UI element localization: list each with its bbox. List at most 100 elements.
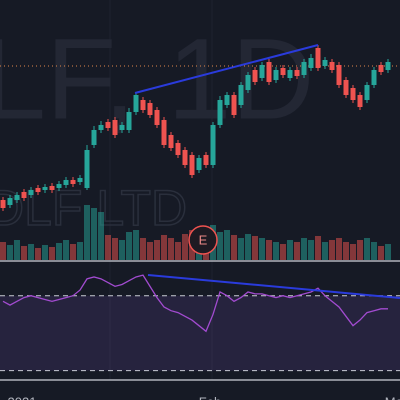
volume-bar [21, 246, 27, 260]
candle-body [175, 143, 181, 155]
volume-bar [77, 242, 83, 260]
candle-body [266, 62, 272, 82]
candle-body [308, 58, 314, 68]
volume-bar [182, 234, 188, 260]
volume-bar [385, 244, 391, 260]
volume-bar [119, 240, 125, 260]
earnings-label: E [199, 232, 208, 247]
volume-bar [154, 240, 160, 260]
candle-body [245, 75, 251, 90]
volume-bar [364, 238, 370, 260]
candle-body [196, 158, 202, 170]
volume-bar [133, 230, 139, 260]
candle-body [14, 195, 20, 200]
volume-bar [287, 240, 293, 260]
candle-body [357, 95, 363, 107]
volume-bar [322, 242, 328, 260]
candle-body [91, 130, 97, 145]
volume-bar [42, 245, 48, 260]
candle-body [322, 60, 328, 66]
candle-body [280, 68, 286, 75]
volume-bar [70, 244, 76, 260]
volume-bar [280, 244, 286, 260]
candle-body [224, 95, 230, 105]
candle-body [147, 103, 153, 115]
candle-body [203, 155, 209, 165]
x-tick-label: Feb [199, 394, 221, 400]
candle-body [133, 95, 139, 112]
volume-bar [357, 240, 363, 260]
candle-body [329, 62, 335, 70]
rsi-trend-line [147, 274, 400, 299]
volume-bar [217, 232, 223, 260]
rsi-line [2, 274, 388, 333]
volume-bar [56, 243, 62, 260]
volume-bar [161, 235, 167, 260]
candle-body [378, 65, 384, 72]
candle-body [119, 125, 125, 130]
volume-bar [175, 242, 181, 260]
candle-body [189, 155, 195, 175]
candle-body [231, 95, 237, 115]
candle-body [154, 110, 160, 125]
candle-body [77, 178, 83, 182]
volume-bar [49, 247, 55, 260]
candle-body [161, 120, 167, 145]
candle-body [385, 62, 391, 70]
volume-bar [105, 235, 111, 260]
candle-body [28, 190, 34, 195]
volume-bar [140, 238, 146, 260]
volume-bar [273, 242, 279, 260]
candle-body [168, 135, 174, 148]
volume-bar [98, 212, 104, 260]
candle-body [42, 187, 48, 190]
candle-body [84, 150, 90, 188]
volume-bar [308, 240, 314, 260]
volume-bar [28, 244, 34, 260]
candle-body [105, 122, 111, 128]
volume-bar [0, 242, 6, 260]
volume-bar [343, 242, 349, 260]
volume-bar [301, 238, 307, 260]
candle-layer [0, 45, 400, 211]
volume-bar [294, 242, 300, 260]
candle-body [140, 100, 146, 110]
candle-body [21, 192, 27, 198]
volume-bar [252, 236, 258, 260]
candle-body [217, 100, 223, 125]
candle-body [210, 125, 216, 165]
volume-bar [371, 242, 377, 260]
candle-body [343, 80, 349, 95]
candle-body [49, 186, 55, 190]
candle-body [182, 150, 188, 165]
candle-body [252, 70, 258, 82]
volume-bar [245, 234, 251, 260]
volume-bar [350, 244, 356, 260]
candle-body [238, 85, 244, 105]
volume-layer [0, 205, 391, 260]
earnings-badge[interactable] [188, 225, 218, 255]
volume-bar [7, 245, 13, 260]
trend-line [134, 44, 319, 94]
volume-bar [231, 235, 237, 260]
candle-body [364, 85, 370, 100]
candle-body [70, 180, 76, 184]
candle-body [287, 70, 293, 78]
x-tick-label: Mar [385, 394, 400, 400]
volume-bar [266, 240, 272, 260]
volume-bar [14, 240, 20, 260]
volume-bar [259, 238, 265, 260]
volume-bar [238, 238, 244, 260]
candle-body [273, 70, 279, 80]
volume-bar [336, 238, 342, 260]
volume-bar [35, 248, 41, 260]
volume-bar [63, 240, 69, 260]
candle-body [0, 200, 6, 208]
candle-body [259, 65, 265, 78]
volume-bar [126, 232, 132, 260]
candle-body [56, 184, 62, 188]
volume-bar [112, 238, 118, 260]
volume-bar [378, 246, 384, 260]
volume-bar [91, 208, 97, 260]
